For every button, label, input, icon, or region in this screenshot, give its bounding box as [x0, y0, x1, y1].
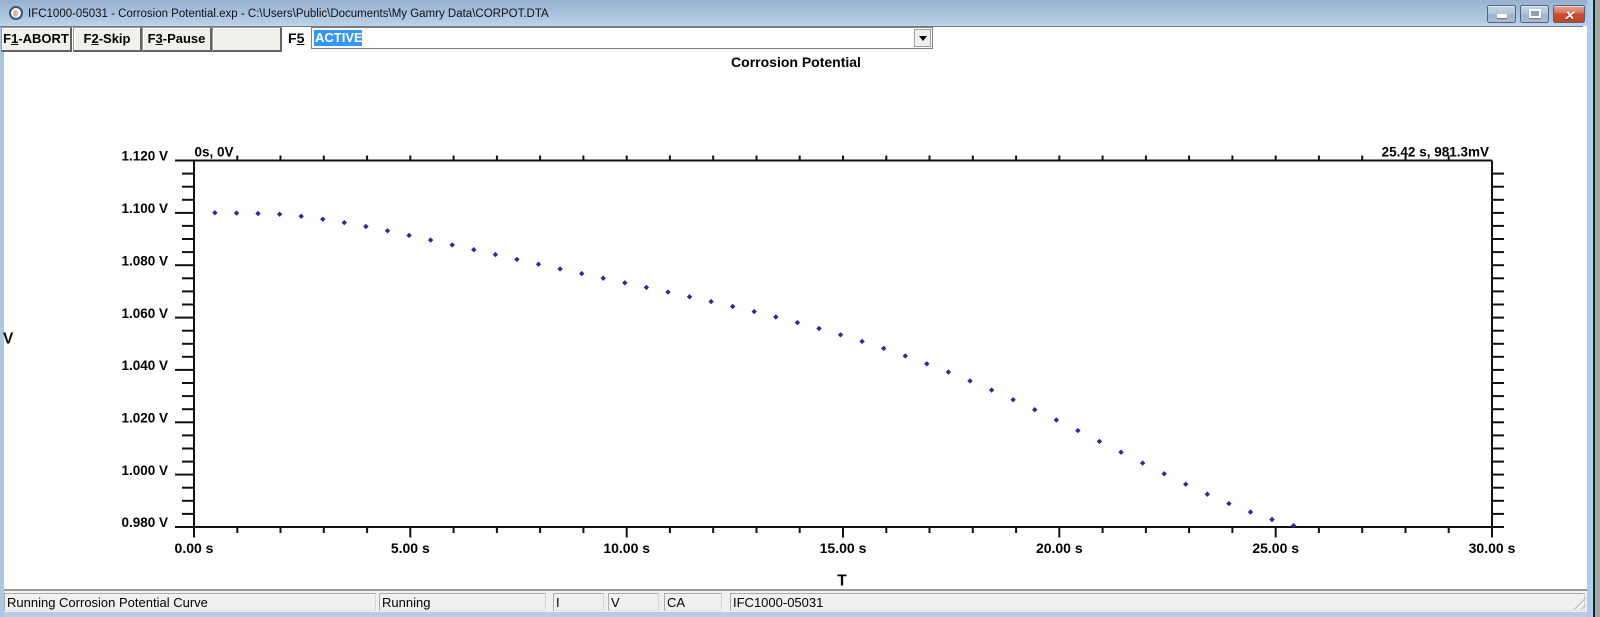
svg-text:10.00 s: 10.00 s	[603, 540, 650, 556]
svg-text:Corrosion Potential: Corrosion Potential	[731, 54, 861, 70]
svg-text:V: V	[3, 331, 14, 348]
svg-text:0s, 0V: 0s, 0V	[195, 145, 234, 160]
svg-text:1.060 V: 1.060 V	[121, 306, 168, 321]
svg-text:T: T	[837, 573, 847, 590]
svg-text:1.120 V: 1.120 V	[121, 149, 168, 164]
svg-text:0.00 s: 0.00 s	[175, 540, 214, 556]
svg-text:1.040 V: 1.040 V	[121, 358, 168, 373]
svg-text:30.00 s: 30.00 s	[1469, 540, 1516, 556]
svg-text:25.42 s, 981.3mV: 25.42 s, 981.3mV	[1382, 145, 1489, 160]
svg-text:1.080 V: 1.080 V	[121, 253, 168, 268]
svg-text:1.100 V: 1.100 V	[121, 201, 168, 216]
svg-text:20.00 s: 20.00 s	[1036, 540, 1083, 556]
svg-text:5.00 s: 5.00 s	[391, 540, 430, 556]
svg-text:0.980 V: 0.980 V	[121, 515, 168, 530]
svg-text:1.020 V: 1.020 V	[121, 411, 168, 426]
svg-text:1.000 V: 1.000 V	[121, 463, 168, 478]
svg-text:15.00 s: 15.00 s	[820, 540, 867, 556]
svg-text:25.00 s: 25.00 s	[1252, 540, 1299, 556]
